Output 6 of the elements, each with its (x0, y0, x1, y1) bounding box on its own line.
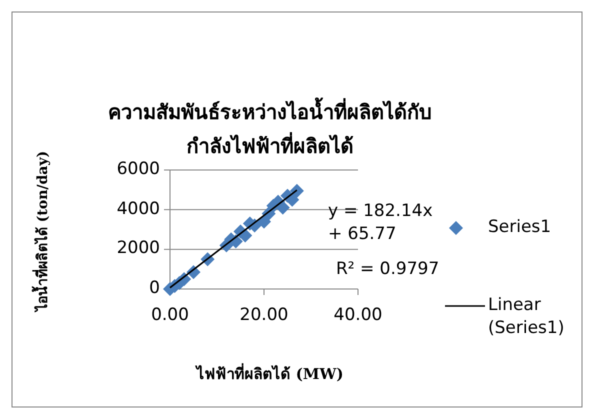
point (276, 200, 290, 215)
annotation: y = 182.14x + 65.77 (328, 200, 434, 246)
ylabel: ไอน้ำที่ผลิตได้ (ton/day) (31, 100, 53, 360)
point (290, 184, 304, 198)
xlabel: ไฟฟ้าที่ผลิตได้ (MW) (194, 362, 344, 385)
annotation: R² = 0.9797 (336, 259, 440, 279)
